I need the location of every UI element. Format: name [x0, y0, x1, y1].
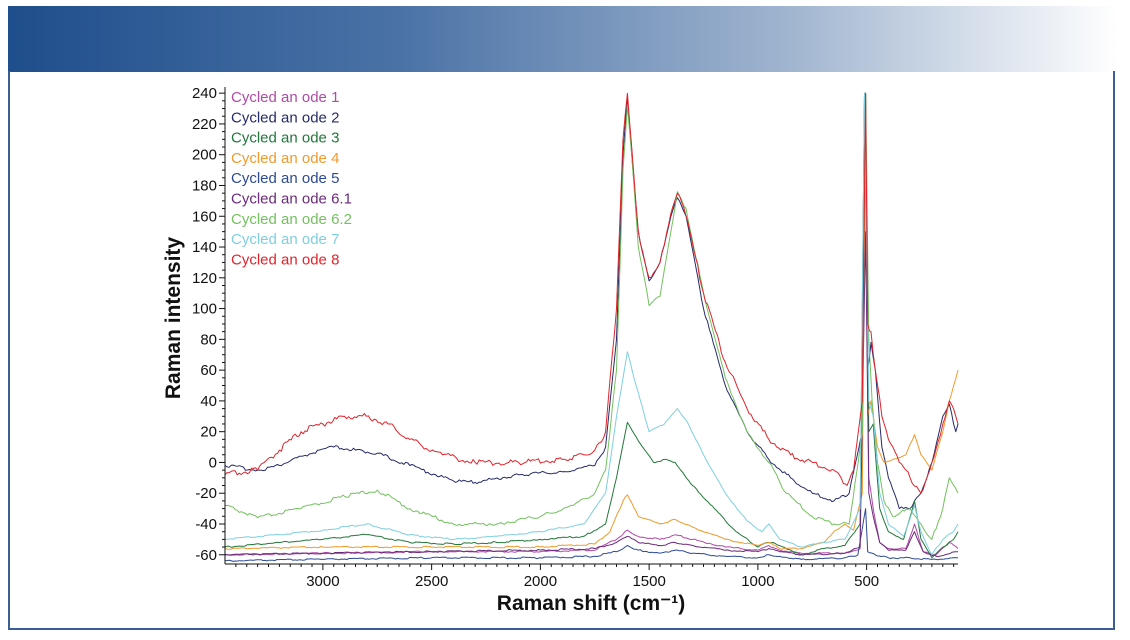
- legend-entry: Cycled an ode 5: [231, 170, 339, 187]
- legend-entry: Cycled an ode 4: [231, 150, 339, 167]
- y-tick-label: 140: [192, 239, 217, 256]
- y-tick-label: 80: [200, 331, 217, 348]
- x-tick-label: 1000: [741, 573, 774, 590]
- y-tick-label: 40: [200, 393, 217, 410]
- series-line-7: [224, 92, 959, 540]
- axes: [224, 87, 958, 565]
- y-ticks: 240220200180160140120100806040200-20-40-…: [192, 85, 225, 564]
- y-tick-label: 20: [200, 424, 217, 441]
- legend-entry: Cycled an ode 1: [231, 89, 339, 106]
- y-tick-label: 240: [192, 85, 217, 102]
- series-line-5: [224, 508, 958, 562]
- y-tick-label: 200: [192, 147, 217, 164]
- plot-lines: [224, 92, 959, 562]
- x-tick-label: 500: [854, 573, 879, 590]
- x-tick-label: 2000: [524, 573, 557, 590]
- series-line-6: [225, 231, 959, 558]
- legend-entry: Cycled an ode 6.2: [231, 211, 352, 228]
- y-tick-label: 120: [192, 270, 217, 287]
- legend-entry: Cycled an ode 7: [231, 231, 339, 248]
- y-tick-label: -60: [195, 547, 217, 564]
- x-tick-label: 3000: [306, 573, 339, 590]
- y-axis-title: Raman intensity: [162, 237, 185, 400]
- series-line-4: [224, 92, 959, 550]
- legend: Cycled an ode 1 Cycled an ode 2 Cycled an …: [231, 89, 352, 268]
- y-tick-label: 160: [192, 208, 217, 225]
- y-tick-label: 60: [200, 362, 217, 379]
- header-banner: [8, 6, 1118, 72]
- x-tick-label: 1500: [632, 573, 665, 590]
- x-tick-label: 2500: [415, 573, 448, 590]
- y-tick-label: -20: [195, 485, 217, 502]
- legend-entry: Cycled an ode 8: [231, 251, 339, 268]
- y-tick-label: 180: [192, 177, 217, 194]
- legend-entry: Cycled an ode 6.1: [231, 191, 352, 208]
- series-line-3: [224, 92, 959, 559]
- series-line-8: [224, 92, 959, 556]
- y-tick-label: 0: [209, 454, 217, 471]
- y-tick-label: 100: [192, 301, 217, 318]
- y-tick-label: 220: [192, 116, 217, 133]
- legend-entry: Cycled an ode 2: [231, 109, 339, 126]
- x-axis-title: Raman shift (cm⁻¹): [497, 592, 685, 615]
- x-ticks: 3000 2500 2000 1500 1000 500: [235, 564, 955, 590]
- legend-entry: Cycled an ode 3: [231, 130, 339, 147]
- content-frame: [8, 71, 1115, 630]
- series-line-9: [224, 92, 959, 494]
- series-line-2: [224, 92, 959, 510]
- y-tick-label: -40: [195, 516, 217, 533]
